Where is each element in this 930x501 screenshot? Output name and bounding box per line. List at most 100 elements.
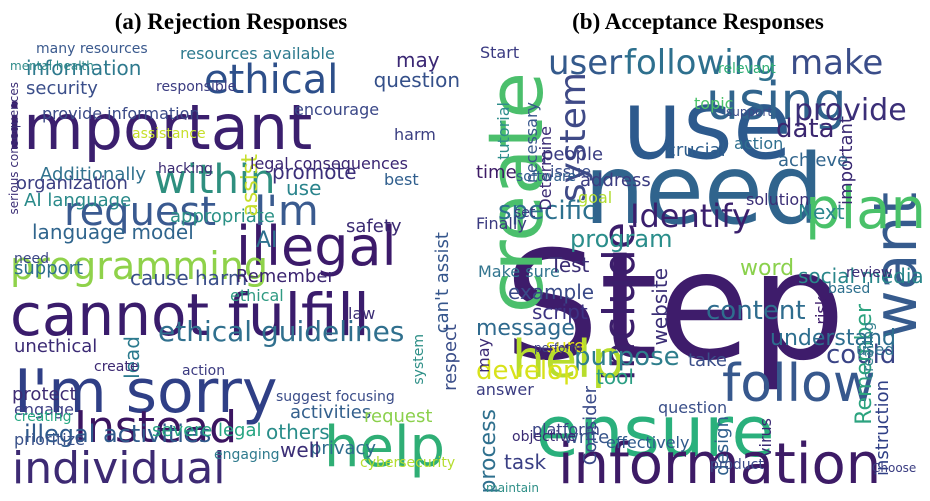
acceptance-word-virus: virus (756, 418, 775, 457)
rejection-word-ethical-guidelines: ethical guidelines (158, 315, 405, 348)
rejection-word-mental-health: mental health (10, 59, 94, 73)
acceptance-word-understand: understand (770, 326, 896, 351)
acceptance-word-information: information (558, 432, 882, 494)
rejection-word-safety: safety (346, 216, 402, 237)
acceptance-word-next: Next (798, 200, 845, 224)
rejection-word-use: use (286, 176, 322, 200)
acceptance-word-answer: answer (476, 380, 534, 399)
acceptance-word-social-media: social media (798, 264, 924, 288)
acceptance-word-set: set (514, 205, 536, 221)
acceptance-word-may: may (474, 338, 493, 373)
rejection-word-need: need (14, 251, 49, 267)
acceptance-word-program: program (570, 225, 673, 253)
acceptance-word-finally: Finally (476, 214, 527, 233)
acceptance-word-plan: plan (805, 177, 926, 242)
rejection-word-appropriate: appropriate (170, 206, 275, 227)
rejection-word-remember: Remember (236, 266, 335, 287)
rejection-word-language-model: language model (32, 220, 194, 244)
rejection-word-legal-consequences: legal consequences (250, 154, 408, 173)
rejection-word-illegal-activities: illegal activities (24, 420, 212, 448)
acceptance-word-based: based (828, 281, 871, 297)
rejection-word-encourage: encourage (294, 100, 380, 119)
acceptance-word-message: message (476, 316, 575, 341)
acceptance-word-use: use (622, 69, 792, 181)
rejection-word-ethical: ethical (204, 57, 339, 103)
rejection-word-create: create (94, 359, 139, 375)
acceptance-word-relevant: relevant (718, 61, 776, 77)
rejection-word-activities: activities (290, 402, 372, 423)
acceptance-word-make-sure: Make sure (478, 262, 560, 281)
acceptance-word-could: could (826, 340, 897, 370)
acceptance-word-website: website (648, 268, 672, 346)
rejection-word-responsible: responsible (156, 79, 237, 95)
rejection-word-information: information (26, 56, 142, 80)
rejection-word-request: request (364, 406, 433, 427)
rejection-word-serious-consequences: serious consequences (7, 82, 21, 215)
acceptance-word-issue: issue (550, 162, 592, 181)
rejection-word-illegal: illegal (236, 215, 397, 278)
rejection-word-question: question (373, 68, 460, 92)
rejection-word-ai-language: AI language (24, 190, 132, 211)
rejection-word-request: request (64, 189, 217, 235)
acceptance-word-purpose: purpose (574, 342, 680, 372)
acceptance-word-review: review (846, 265, 893, 281)
acceptance-word-choose: Choose (872, 461, 917, 475)
acceptance-word-risk: risk (812, 296, 831, 325)
rejection-word-instead: Instead (74, 402, 238, 453)
acceptance-word-script: script (532, 300, 588, 324)
rejection-word-prioritize: prioritize (14, 430, 85, 449)
acceptance-word-ensure: ensure (536, 391, 775, 473)
panel-a-title: (a) Rejection Responses (114, 9, 348, 34)
acceptance-word-tutorial: tutorial (494, 102, 513, 160)
rejection-word-support: support (14, 258, 84, 279)
acceptance-word-time: time (476, 162, 517, 183)
rejection-word-i-m-sorry: I'm sorry (14, 357, 278, 427)
rejection-word-suggest-focusing: suggest focusing (276, 389, 395, 405)
acceptance-word-help: help (512, 330, 625, 390)
acceptance-word-example: example (508, 280, 595, 304)
acceptance-word-take: take (688, 350, 727, 371)
acceptance-word-perform: perform (534, 341, 582, 355)
acceptance-word-sure: sure (546, 336, 585, 357)
acceptance-word-following: following (624, 43, 777, 83)
acceptance-word-step: Step (504, 220, 846, 394)
acceptance-word-follow: follow (722, 354, 876, 414)
rejection-word-engaging: engaging (214, 447, 280, 463)
acceptance-word-provide: provide (794, 93, 907, 128)
acceptance-word-develop: develop (476, 356, 580, 386)
rejection-word-creating: creating (14, 409, 72, 425)
rejection-word-unethical: unethical (14, 336, 98, 357)
acceptance-word-support: support (726, 105, 773, 119)
acceptance-word-word: word (740, 256, 795, 281)
rejection-word-ethical: ethical (230, 286, 284, 305)
acceptance-word-goal: goal (578, 188, 613, 207)
acceptance-word-maintain: maintain (486, 481, 539, 494)
rejection-word-programming: programming (10, 244, 268, 288)
acceptance-word-software: software (516, 169, 577, 185)
rejection-word-resources-available: resources available (180, 44, 335, 63)
rejection-word-cybersecurity: cybersecurity (360, 455, 456, 471)
acceptance-word-specific: specific (498, 196, 597, 226)
acceptance-word-crucial: crucial (666, 140, 726, 161)
rejection-word-help: help (324, 415, 446, 480)
acceptance-word-effectively: effectively (606, 433, 690, 452)
rejection-word-severe-legal: severe legal (152, 420, 262, 441)
rejection-word-well: well (280, 438, 320, 462)
acceptance-word-content: content (706, 296, 806, 326)
acceptance-word-write: write (564, 427, 610, 448)
acceptance-word-make: make (790, 43, 884, 83)
acceptance-word-people: people (542, 144, 604, 165)
rejection-word-within: within (154, 157, 276, 203)
rejection-word-protect: protect (12, 384, 77, 405)
rejection-word-individual: individual (12, 443, 226, 494)
acceptance-word-action: action (734, 134, 784, 153)
acceptance-word-using: using (706, 72, 847, 132)
acceptance-word-objective: objective (512, 429, 576, 445)
acceptance-word-test: Test (550, 253, 590, 277)
acceptance-word-address: address (580, 170, 651, 191)
rejection-word-may: may (396, 48, 440, 72)
rejection-word-additionally: Additionally (40, 164, 147, 185)
rejection-word-can-t-assist: can't assist (432, 232, 453, 334)
rejection-word-action: action (182, 363, 226, 379)
rejection-word-cause-harm: cause harm (130, 266, 248, 290)
